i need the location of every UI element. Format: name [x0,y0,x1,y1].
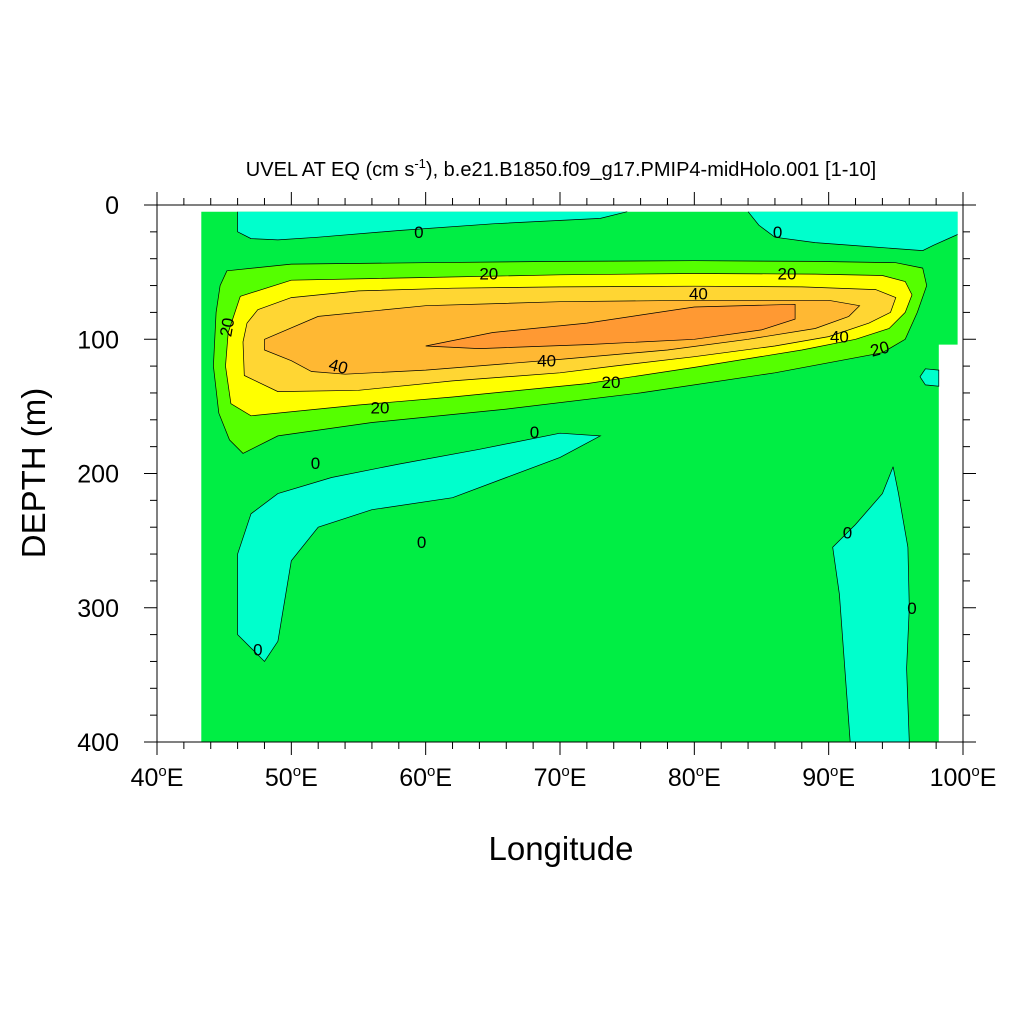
contour-line [237,211,628,241]
title-main: UVEL AT EQ (cm s [246,159,415,181]
contour-label: 0 [311,454,320,473]
contour-label: 20 [479,265,498,284]
contour-label: 20 [371,399,390,418]
contour-line [213,260,928,454]
region-negative-deep-west [237,433,601,662]
contour-line [264,299,861,375]
title-superscript: -1 [414,156,426,171]
contour-line [242,285,897,392]
y-tick-label: 100 [77,326,119,354]
contour-label: 0 [530,423,539,442]
contour-line [225,273,913,417]
contour-label-text: 0 [414,223,423,242]
contour-label-text: 20 [602,373,621,392]
contour-label-text: 20 [371,399,390,418]
contour-label: 0 [414,223,423,242]
contour-label-text: 40 [327,355,350,378]
contour-label-text: 40 [830,328,849,347]
contour-line [425,303,796,349]
contour-label-text: 0 [843,524,852,543]
contour-label: 40 [327,355,350,378]
x-axis-title: Longitude [489,830,634,867]
contour-label: 0 [417,533,426,552]
x-tick-label: 80oE [668,763,721,792]
region-negative-deep-east [832,466,910,742]
region-negative-surface-west [237,211,628,240]
x-tick-label: 70oE [534,763,587,792]
axis-ticks: 40oE 50oE 60oE 70oE 80oE 90oE 100oE01002003004… [77,192,996,792]
contour-label-text: 20 [778,265,797,284]
contour-line [919,368,940,387]
contour-label: 20 [216,316,238,338]
contour-line [747,211,958,251]
x-tick-label: 60oE [399,763,452,792]
contour-label-text: 0 [253,640,262,659]
contour-label: 40 [537,352,556,371]
contour-label: 20 [868,337,891,360]
contour-label-text: 40 [537,352,556,371]
contour-label-text: 0 [773,223,782,242]
region-negative-surface-east [748,211,958,251]
y-tick-label: 300 [77,595,119,623]
contour-line [892,466,910,743]
contour-label: 40 [689,285,708,304]
contour-label-text: 0 [417,533,426,552]
contour-label-text: 20 [868,337,891,360]
title-rest: ), b.e21.B1850.f09_g17.PMIP4-midHolo.001… [426,159,876,181]
contour-label-text: 20 [216,316,238,338]
contour-labels: 0 0 0 0 0 0 0 0 20 20 20 20 20 20 40 40 40 40 [216,223,916,660]
contour-lines [213,211,958,743]
y-tick-label: 400 [77,729,119,757]
contour-label: 0 [843,524,852,543]
y-tick-label: 0 [105,192,119,220]
chart-title: UVEL AT EQ (cm s-1), b.e21.B1850.f09_g17… [246,156,876,181]
contour-label-text: 20 [479,265,498,284]
contour-line [237,432,602,663]
x-tick-label: 50oE [265,763,318,792]
contour-label-text: 40 [689,285,708,304]
contour-label: 0 [907,599,916,618]
y-axis-title: DEPTH (m) [15,388,52,558]
contour-label: 0 [253,640,262,659]
contour-label: 20 [602,373,621,392]
contour-label-text: 0 [907,599,916,618]
y-tick-label: 200 [77,461,119,489]
region-band-orange [425,304,796,349]
contour-label: 0 [773,223,782,242]
contour-line [832,466,894,743]
contour-label-text: 0 [311,454,320,473]
x-tick-label: 90oE [802,763,855,792]
x-tick-label: 40oE [131,763,184,792]
contour-label: 20 [778,265,797,284]
x-tick-label: 100oE [930,763,997,792]
contour-label-text: 0 [530,423,539,442]
region-negative-small-east [920,368,939,387]
contour-label: 40 [830,328,849,347]
